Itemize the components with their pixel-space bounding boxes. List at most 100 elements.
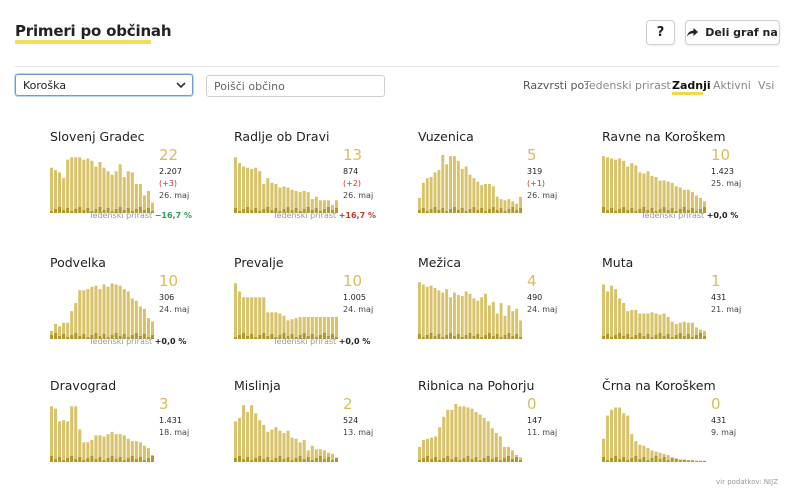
bar-base xyxy=(150,335,154,339)
bar xyxy=(62,420,66,462)
sparkline-bar-chart xyxy=(50,283,154,339)
sort-option-active[interactable]: Aktivni xyxy=(713,79,751,92)
bar-base xyxy=(674,335,678,339)
bar xyxy=(130,298,134,339)
bar xyxy=(434,436,438,462)
bar xyxy=(630,310,634,339)
bar xyxy=(74,406,78,462)
bar-base xyxy=(678,333,682,339)
bar-base xyxy=(242,333,246,339)
bar-base xyxy=(694,211,698,213)
bar-base xyxy=(437,210,441,213)
bar xyxy=(270,312,274,339)
bar xyxy=(519,196,522,213)
help-button[interactable]: ? xyxy=(646,20,675,45)
bar xyxy=(326,316,330,339)
bar xyxy=(286,320,290,339)
bar xyxy=(495,196,499,213)
bar xyxy=(150,202,154,213)
bar-base xyxy=(422,458,426,462)
bar xyxy=(642,173,646,213)
bar-base xyxy=(326,336,330,339)
bar xyxy=(134,441,138,462)
bar xyxy=(658,314,662,339)
municipality-card: Radlje ob Dravi 13 874 (+2) 26. maj Tedenski … xyxy=(234,129,414,239)
bar-base xyxy=(519,337,522,339)
bar-base xyxy=(515,210,519,213)
bar-base xyxy=(126,458,130,462)
region-select[interactable]: Koroška xyxy=(15,74,193,96)
bar xyxy=(445,289,449,339)
sort-label: Razvrsti po: xyxy=(523,79,588,92)
bar-base xyxy=(686,460,690,462)
bar-base xyxy=(614,335,618,339)
bar xyxy=(472,178,476,213)
bar xyxy=(650,175,654,213)
bar xyxy=(242,297,246,339)
bar xyxy=(646,448,650,462)
bar xyxy=(334,316,338,339)
municipality-search-input[interactable]: Poišči občino xyxy=(206,75,385,97)
weekly-growth-label: Tedenski prirast xyxy=(89,211,155,220)
bar xyxy=(610,409,614,462)
municipality-name: Slovenj Gradec xyxy=(50,129,145,144)
last-date: 25. maj xyxy=(711,179,742,188)
bar xyxy=(106,434,110,462)
bar xyxy=(674,186,678,213)
bar-base xyxy=(294,458,298,462)
bar-base xyxy=(278,456,282,462)
bar-base xyxy=(662,207,666,213)
sort-option-latest[interactable]: Zadnji xyxy=(672,79,711,92)
bar-base xyxy=(238,335,242,339)
total-count: 524 xyxy=(343,416,359,425)
sort-option-all[interactable]: Vsi xyxy=(758,79,775,92)
bar-base xyxy=(495,334,499,339)
bar-base xyxy=(118,207,122,213)
bar-base xyxy=(602,336,606,339)
last-date: 24. maj xyxy=(159,305,190,314)
bar-base xyxy=(302,459,306,462)
bar-base xyxy=(694,335,698,339)
bar-base xyxy=(646,210,650,213)
bar-base xyxy=(306,207,310,213)
municipality-name: Prevalje xyxy=(234,255,284,270)
bar xyxy=(70,406,74,462)
top-border xyxy=(0,0,793,4)
bar xyxy=(50,406,54,462)
bar xyxy=(491,301,495,339)
bar-base xyxy=(506,456,510,462)
sort-active-underline xyxy=(672,92,703,95)
bar-base xyxy=(238,211,242,213)
bar xyxy=(58,172,62,213)
bar xyxy=(94,285,98,339)
sort-option-weekly[interactable]: Tedenski prirast xyxy=(584,79,671,92)
latest-value: 13 xyxy=(343,146,363,164)
municipality-card: Muta 1 431 21. maj xyxy=(602,255,782,365)
bar xyxy=(122,289,126,339)
bar xyxy=(114,434,118,462)
bar xyxy=(450,409,454,462)
bar xyxy=(94,166,98,213)
bar xyxy=(646,313,650,339)
bar xyxy=(519,320,522,339)
bar-base xyxy=(50,335,54,339)
bar-base xyxy=(678,209,682,213)
bar xyxy=(515,203,519,213)
bar xyxy=(326,200,330,213)
bar xyxy=(234,421,238,462)
bar xyxy=(98,435,102,462)
bar xyxy=(476,300,480,339)
bar-base xyxy=(445,211,449,213)
bar xyxy=(122,435,126,462)
bar-base xyxy=(234,337,238,339)
bar xyxy=(234,283,238,339)
bar-base xyxy=(314,337,318,339)
bar xyxy=(122,177,126,213)
bar xyxy=(150,321,154,339)
bar xyxy=(238,163,242,213)
bar-base xyxy=(702,460,706,462)
share-button[interactable]: Deli graf na xyxy=(685,20,780,45)
bar-base xyxy=(626,334,630,339)
bar xyxy=(238,417,242,462)
bar xyxy=(433,287,437,339)
